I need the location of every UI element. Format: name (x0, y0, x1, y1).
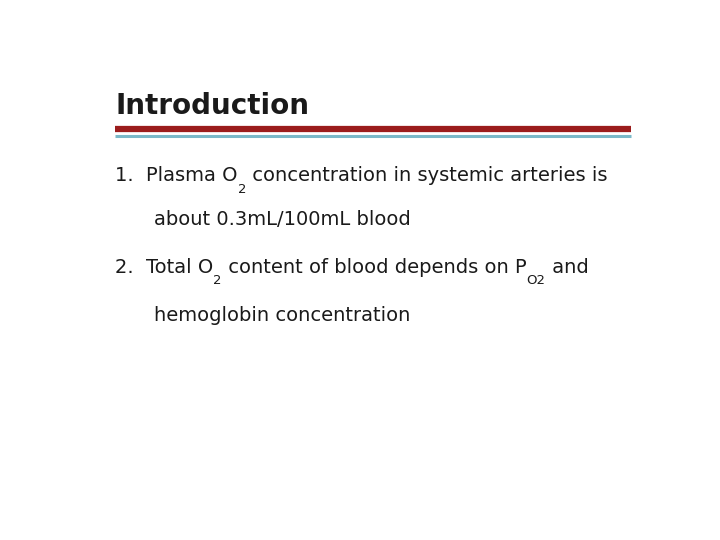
Text: Introduction: Introduction (115, 92, 309, 120)
Text: and: and (546, 258, 588, 276)
Text: concentration in systemic arteries is: concentration in systemic arteries is (246, 166, 608, 185)
Text: 1.: 1. (115, 166, 146, 185)
Text: Plasma O: Plasma O (146, 166, 238, 185)
Text: 2: 2 (214, 274, 222, 287)
Text: about 0.3mL/100mL blood: about 0.3mL/100mL blood (154, 210, 411, 229)
Text: 2: 2 (238, 183, 246, 196)
Text: content of blood depends on P: content of blood depends on P (222, 258, 526, 276)
Text: Total O: Total O (146, 258, 214, 276)
Text: O2: O2 (526, 274, 546, 287)
Text: 2.: 2. (115, 258, 146, 276)
Text: hemoglobin concentration: hemoglobin concentration (154, 306, 410, 325)
